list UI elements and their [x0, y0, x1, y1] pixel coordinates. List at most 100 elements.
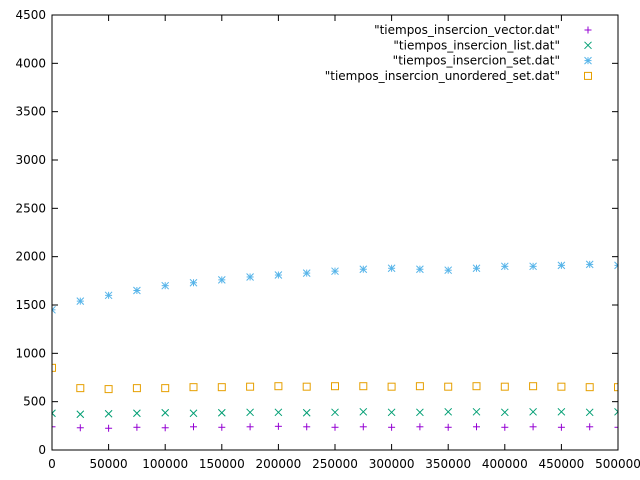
data-point: [274, 422, 282, 430]
y-tick-label: 0: [38, 443, 46, 457]
data-point: [500, 262, 509, 271]
data-point: [529, 423, 537, 431]
y-tick-label: 3000: [15, 153, 46, 167]
data-point: [387, 382, 396, 391]
data-point: [217, 276, 226, 284]
data-point: [274, 408, 283, 417]
plot-points: [52, 260, 618, 432]
data-point: [500, 382, 509, 391]
data-point: [557, 423, 565, 431]
y-tick-label: 1000: [15, 346, 46, 360]
data-point: [190, 423, 197, 431]
data-point: [586, 423, 594, 431]
data-point: [303, 423, 311, 431]
data-point: [359, 423, 367, 431]
data-point: [52, 423, 56, 431]
data-point: [473, 423, 480, 431]
data-point: [246, 423, 254, 431]
data-point: [585, 260, 594, 269]
data-point: [104, 291, 113, 300]
data-point: [217, 383, 226, 392]
data-point: [161, 408, 170, 417]
data-point: [416, 265, 424, 274]
data-point: [416, 423, 424, 431]
data-point: [614, 407, 618, 416]
data-point: [52, 363, 56, 372]
data-point: [76, 410, 85, 419]
data-point: [444, 382, 453, 391]
data-point: [104, 385, 113, 394]
data-point: [76, 384, 85, 393]
data-point: [133, 423, 141, 431]
data-point: [246, 382, 255, 391]
data-point: [472, 407, 481, 416]
data-point: [274, 382, 283, 391]
data-point: [359, 265, 368, 274]
data-point: [387, 264, 396, 273]
x-tick-label: 250000: [312, 457, 358, 471]
data-point: [557, 407, 566, 416]
data-point: [274, 271, 283, 279]
x-tick-label: 350000: [425, 457, 471, 471]
data-point: [302, 408, 311, 417]
data-point: [416, 408, 424, 417]
legend-marker: [584, 41, 592, 50]
legend-label: "tiempos_insercion_unordered_set.dat": [325, 69, 560, 83]
data-point: [472, 382, 481, 391]
data-point: [105, 424, 113, 432]
data-point: [217, 408, 226, 417]
data-point: [76, 424, 84, 432]
data-point: [161, 424, 169, 432]
data-point: [614, 423, 618, 431]
data-point: [359, 382, 368, 391]
data-point: [133, 286, 141, 295]
legend-marker: [584, 56, 592, 65]
data-point: [132, 384, 141, 393]
axis-ticks: 0 50000 100000 150000 200000 250000 300000 3500…: [15, 8, 640, 471]
y-tick-label: 2500: [15, 201, 46, 215]
data-point: [585, 408, 594, 417]
data-point: [585, 383, 594, 392]
x-tick-label: 300000: [369, 457, 415, 471]
legend-marker: [584, 26, 592, 34]
data-point: [52, 409, 56, 418]
y-tick-label: 4500: [15, 8, 46, 22]
data-point: [161, 384, 170, 393]
data-point: [104, 409, 113, 418]
x-tick-label: 400000: [482, 457, 528, 471]
data-point: [161, 281, 170, 290]
legend: "tiempos_insercion_vector.dat""tiempos_i…: [325, 23, 592, 83]
data-point: [529, 407, 537, 416]
data-point: [557, 382, 566, 391]
data-point: [415, 382, 424, 391]
legend-label: "tiempos_insercion_list.dat": [393, 38, 560, 52]
data-point: [331, 423, 339, 431]
x-tick-label: 50000: [90, 457, 128, 471]
data-point: [501, 423, 509, 431]
data-point: [133, 409, 141, 418]
data-point: [189, 278, 198, 287]
x-tick-label: 100000: [142, 457, 188, 471]
data-point: [76, 297, 85, 305]
y-tick-label: 3500: [15, 105, 46, 119]
data-point: [614, 261, 618, 270]
data-point: [529, 382, 538, 391]
legend-marker: [584, 71, 592, 80]
data-point: [331, 267, 339, 276]
y-tick-label: 500: [23, 395, 46, 409]
data-point: [189, 409, 198, 418]
data-point: [387, 408, 396, 417]
x-tick-label: 450000: [538, 457, 584, 471]
data-point: [302, 382, 311, 391]
data-point: [302, 269, 311, 277]
y-tick-label: 1500: [15, 298, 46, 312]
data-point: [444, 407, 453, 416]
y-tick-label: 4000: [15, 56, 46, 70]
x-tick-label: 150000: [199, 457, 245, 471]
plot-frame: [51, 14, 619, 451]
x-tick-label: 500000: [595, 457, 640, 471]
x-tick-label: 200000: [255, 457, 301, 471]
data-point: [189, 383, 198, 392]
data-point: [331, 382, 339, 391]
